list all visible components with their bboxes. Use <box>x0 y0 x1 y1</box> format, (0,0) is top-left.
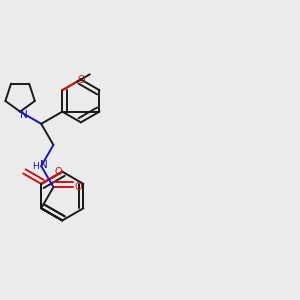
Text: N: N <box>40 160 47 170</box>
Text: O: O <box>54 167 62 177</box>
Text: N: N <box>20 110 28 120</box>
Text: O: O <box>78 75 86 85</box>
Text: H: H <box>32 161 39 170</box>
Text: O: O <box>75 182 82 192</box>
